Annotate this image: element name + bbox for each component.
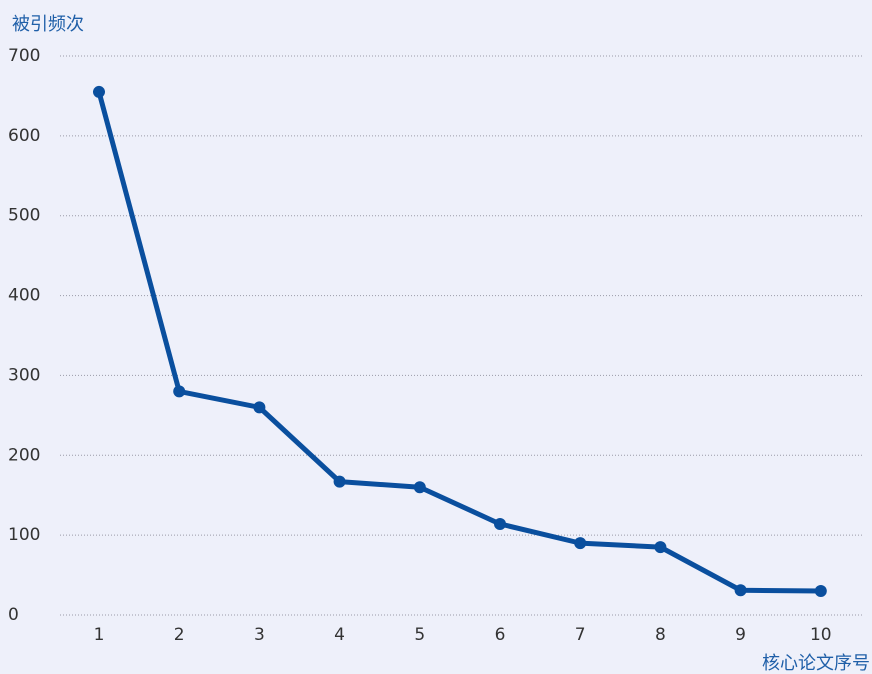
x-axis-title: 核心论文序号 bbox=[762, 653, 870, 674]
point bbox=[413, 481, 426, 494]
y-tick-label: 100 bbox=[8, 525, 40, 545]
line bbox=[96, 91, 821, 594]
y-tick-label: 500 bbox=[8, 206, 40, 226]
point bbox=[93, 85, 105, 98]
point bbox=[654, 541, 667, 554]
x-tick-label: 8 bbox=[655, 625, 666, 645]
point bbox=[734, 584, 747, 597]
point bbox=[574, 537, 587, 550]
x-tick-label: 5 bbox=[414, 625, 425, 645]
y-axis-title: 被引频次 bbox=[12, 14, 84, 35]
y-tick-label: 700 bbox=[8, 46, 40, 66]
x-tick-label: 7 bbox=[575, 625, 586, 645]
x-tick-label: 9 bbox=[735, 625, 746, 645]
point bbox=[494, 517, 506, 530]
point bbox=[814, 585, 827, 598]
x-tick-label: 6 bbox=[495, 625, 506, 645]
y-tick-label: 400 bbox=[8, 286, 40, 306]
x-tick-label: 10 bbox=[810, 625, 832, 645]
y-tick-label: 300 bbox=[8, 365, 40, 385]
point bbox=[173, 385, 186, 398]
x-tick-label: 3 bbox=[254, 625, 265, 645]
y-tick-label: 0 bbox=[8, 605, 19, 625]
point bbox=[253, 401, 266, 414]
point bbox=[333, 475, 346, 488]
y-tick-label: 600 bbox=[8, 126, 40, 146]
x-tick-label: 2 bbox=[174, 625, 185, 645]
y-tick-label: 200 bbox=[8, 445, 40, 465]
x-tick-label: 1 bbox=[94, 625, 105, 645]
x-tick-label: 4 bbox=[334, 625, 345, 645]
